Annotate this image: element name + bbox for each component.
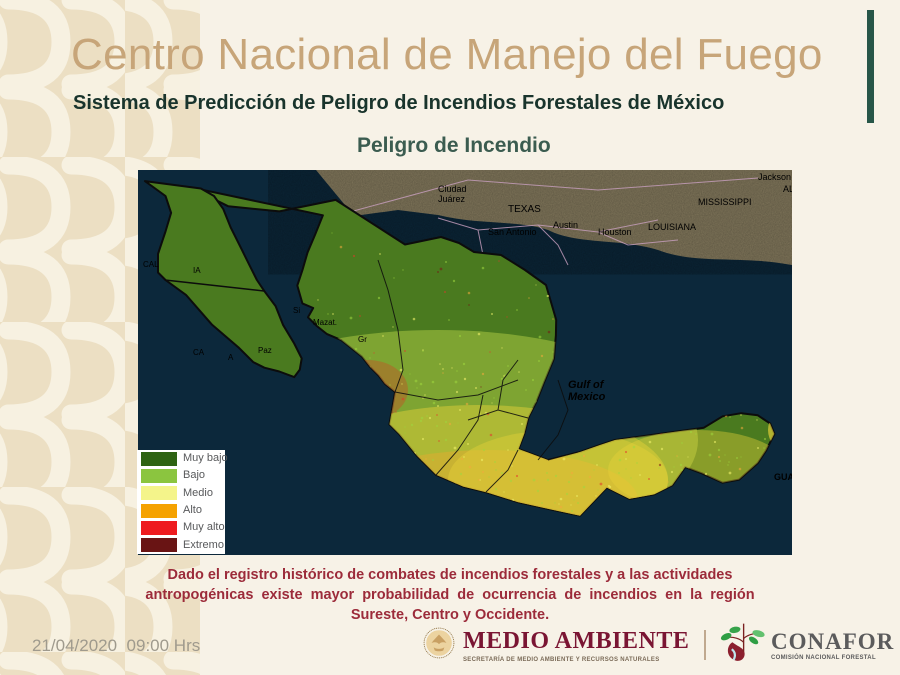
svg-text:Gr: Gr bbox=[358, 335, 367, 344]
svg-text:CA: CA bbox=[193, 348, 205, 357]
svg-text:Ciudad: Ciudad bbox=[438, 184, 467, 194]
svg-text:IA: IA bbox=[193, 266, 201, 275]
svg-text:CAL: CAL bbox=[143, 260, 159, 269]
svg-text:TEXAS: TEXAS bbox=[508, 204, 541, 215]
svg-text:Austin: Austin bbox=[553, 220, 578, 230]
svg-text:Jackson: Jackson bbox=[758, 172, 791, 182]
svg-text:Mexico: Mexico bbox=[568, 391, 606, 403]
svg-text:Houston: Houston bbox=[598, 227, 632, 237]
svg-text:Si: Si bbox=[293, 306, 300, 315]
svg-text:Gulf of: Gulf of bbox=[568, 379, 605, 391]
svg-text:LOUISIANA: LOUISIANA bbox=[648, 222, 696, 232]
svg-text:GUATEMALA: GUATEMALA bbox=[774, 472, 792, 482]
svg-text:San Antonio: San Antonio bbox=[488, 227, 537, 237]
svg-text:ALABA: ALABA bbox=[783, 184, 792, 194]
svg-text:Paz: Paz bbox=[258, 346, 272, 355]
svg-text:Mazat.: Mazat. bbox=[313, 318, 337, 327]
svg-text:A: A bbox=[228, 353, 234, 362]
svg-text:Juárez: Juárez bbox=[438, 194, 466, 204]
svg-text:MISSISSIPPI: MISSISSIPPI bbox=[698, 197, 752, 207]
